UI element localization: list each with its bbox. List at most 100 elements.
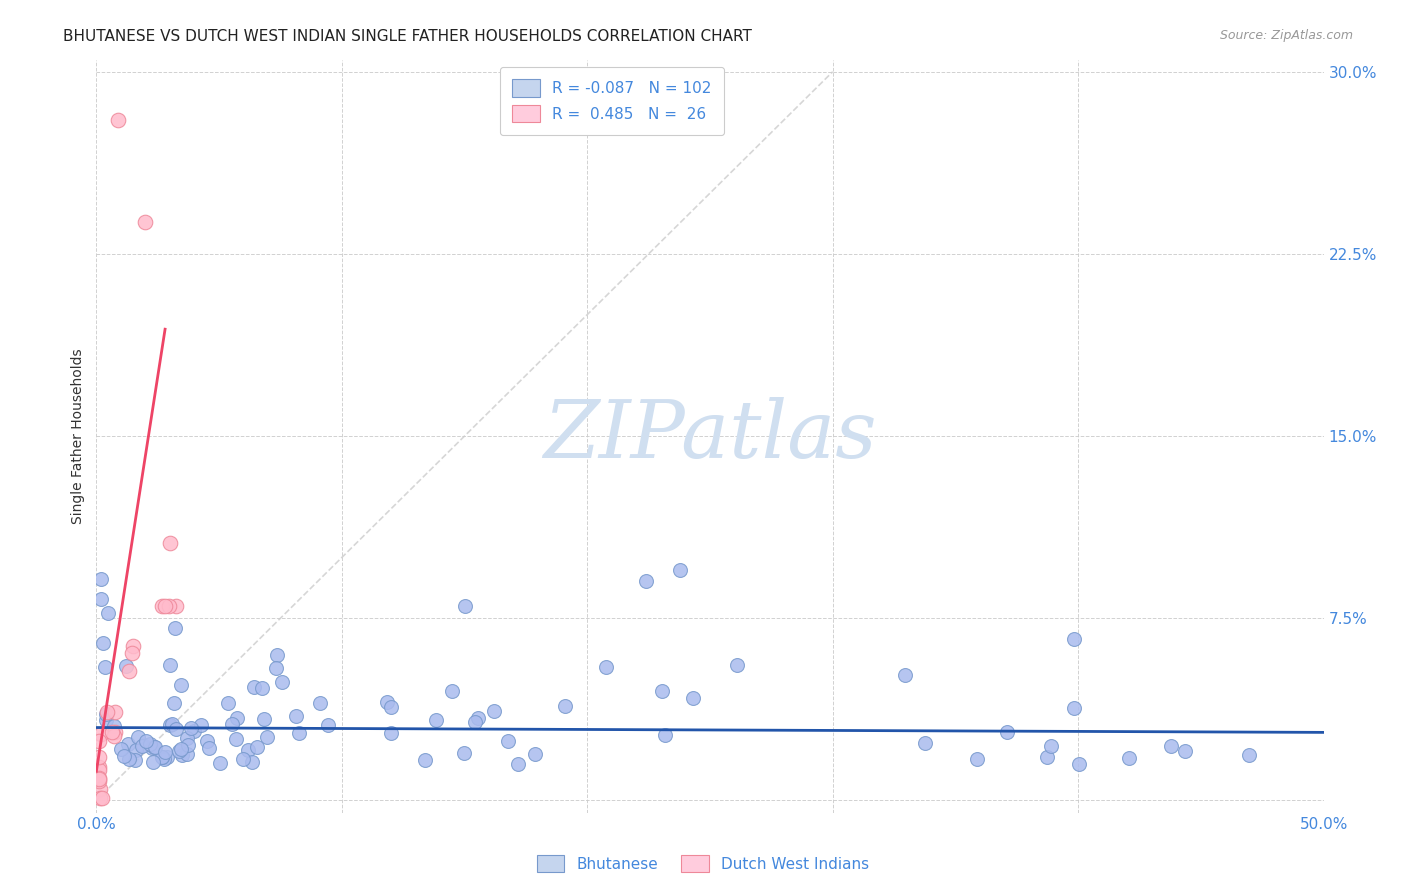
- Point: [225, 731, 247, 746]
- Text: BHUTANESE VS DUTCH WEST INDIAN SINGLE FATHER HOUSEHOLDS CORRELATION CHART: BHUTANESE VS DUTCH WEST INDIAN SINGLE FA…: [63, 29, 752, 44]
- Point: [127, 731, 149, 745]
- Point: [141, 740, 163, 755]
- Point: [316, 718, 339, 732]
- Point: [159, 658, 181, 673]
- Point: [114, 749, 136, 764]
- Point: [122, 639, 145, 653]
- Point: [1067, 757, 1090, 772]
- Point: [208, 756, 231, 770]
- Point: [114, 658, 136, 673]
- Point: [453, 746, 475, 760]
- Point: [914, 735, 936, 749]
- Text: ZIPatlas: ZIPatlas: [543, 397, 877, 475]
- Point: [94, 713, 117, 727]
- Point: [103, 719, 125, 733]
- Point: [1174, 744, 1197, 758]
- Legend: R = -0.087   N = 102, R =  0.485   N =  26: R = -0.087 N = 102, R = 0.485 N = 26: [501, 67, 724, 135]
- Point: [380, 700, 402, 714]
- Point: [121, 646, 143, 660]
- Point: [89, 791, 111, 805]
- Point: [159, 717, 181, 731]
- Point: [134, 215, 156, 229]
- Point: [246, 740, 269, 755]
- Point: [165, 722, 187, 736]
- Point: [221, 717, 243, 731]
- Point: [107, 113, 129, 128]
- Point: [894, 668, 917, 682]
- Point: [253, 712, 276, 726]
- Point: [94, 706, 117, 721]
- Point: [96, 705, 118, 719]
- Point: [240, 755, 263, 769]
- Point: [232, 752, 254, 766]
- Point: [496, 734, 519, 748]
- Point: [1040, 739, 1063, 753]
- Point: [243, 681, 266, 695]
- Point: [725, 658, 748, 673]
- Point: [139, 737, 162, 751]
- Point: [153, 599, 176, 613]
- Point: [170, 748, 193, 763]
- Point: [441, 683, 464, 698]
- Point: [176, 738, 198, 752]
- Point: [170, 678, 193, 692]
- Point: [1063, 632, 1085, 646]
- Point: [595, 659, 617, 673]
- Point: [142, 755, 165, 769]
- Point: [198, 740, 221, 755]
- Point: [156, 749, 179, 764]
- Point: [308, 697, 330, 711]
- Point: [165, 599, 187, 613]
- Point: [87, 764, 110, 778]
- Point: [256, 731, 278, 745]
- Point: [150, 750, 173, 764]
- Point: [142, 739, 165, 754]
- Point: [380, 725, 402, 739]
- Point: [157, 599, 180, 613]
- Point: [523, 747, 546, 761]
- Point: [271, 675, 294, 690]
- Point: [103, 730, 125, 744]
- Point: [176, 731, 198, 745]
- Point: [264, 661, 287, 675]
- Point: [89, 772, 111, 786]
- Point: [110, 742, 132, 756]
- Point: [91, 635, 114, 649]
- Point: [87, 734, 110, 748]
- Point: [226, 711, 249, 725]
- Point: [135, 734, 157, 748]
- Point: [464, 714, 486, 729]
- Point: [150, 750, 173, 764]
- Point: [159, 536, 181, 550]
- Point: [1160, 739, 1182, 754]
- Point: [90, 591, 112, 606]
- Point: [163, 696, 186, 710]
- Point: [966, 752, 988, 766]
- Point: [87, 771, 110, 785]
- Point: [93, 659, 115, 673]
- Point: [636, 574, 658, 589]
- Point: [131, 738, 153, 752]
- Point: [163, 621, 186, 635]
- Point: [87, 760, 110, 774]
- Point: [125, 743, 148, 757]
- Y-axis label: Single Father Households: Single Father Households: [72, 348, 86, 524]
- Point: [425, 713, 447, 727]
- Point: [101, 725, 124, 739]
- Point: [995, 725, 1018, 739]
- Point: [250, 681, 273, 695]
- Point: [467, 711, 489, 725]
- Point: [118, 752, 141, 766]
- Point: [183, 723, 205, 738]
- Point: [176, 747, 198, 761]
- Point: [454, 599, 477, 614]
- Point: [87, 774, 110, 789]
- Point: [266, 648, 288, 662]
- Point: [506, 756, 529, 771]
- Point: [90, 727, 112, 741]
- Point: [153, 745, 176, 759]
- Point: [90, 573, 112, 587]
- Point: [91, 791, 114, 805]
- Point: [170, 741, 193, 756]
- Point: [554, 698, 576, 713]
